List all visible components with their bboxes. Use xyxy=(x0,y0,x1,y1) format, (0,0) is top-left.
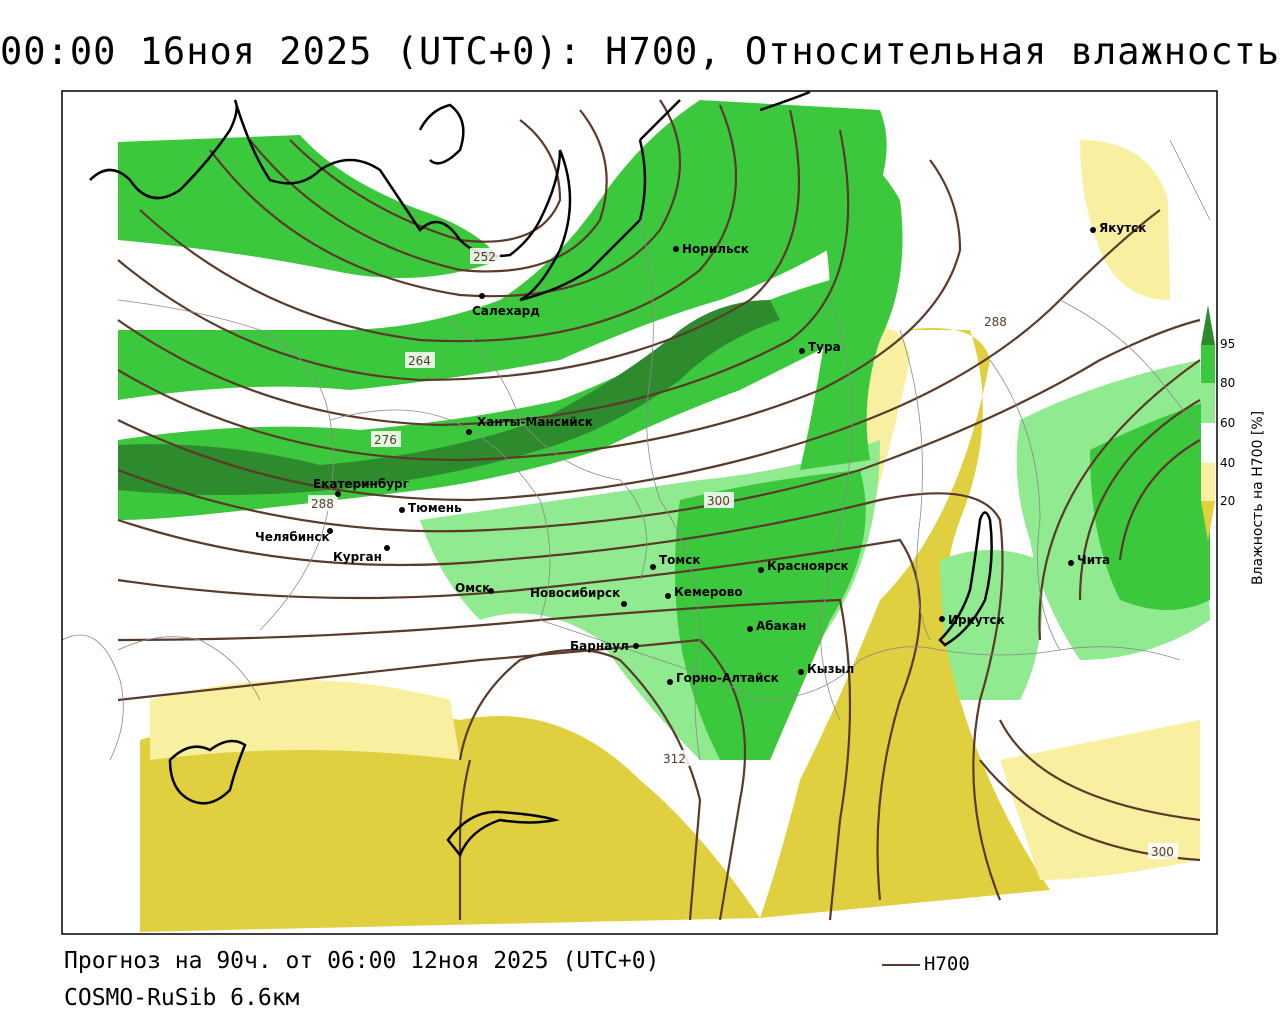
city-marker xyxy=(384,545,390,551)
caspian-sea xyxy=(168,739,247,805)
city-marker xyxy=(798,669,804,675)
isoline-label: 288 xyxy=(311,497,334,511)
city-label-omsk: Омск xyxy=(455,581,490,595)
city-marker xyxy=(758,567,764,573)
isoline-labels: 252 264 276 288 288 300 300 312 xyxy=(308,248,1178,859)
colorbar-tick-label: 95 xyxy=(1220,337,1235,351)
city-label-kurgan: Курган xyxy=(333,550,382,564)
city-marker xyxy=(1090,227,1096,233)
city-marker xyxy=(667,679,673,685)
city-marker xyxy=(799,348,805,354)
city-marker xyxy=(621,601,627,607)
city-label-krasnoyarsk: Красноярск xyxy=(767,559,849,573)
city-label-chita: Чита xyxy=(1077,553,1110,567)
city-marker xyxy=(633,643,639,649)
city-label-tyumen: Тюмень xyxy=(408,501,462,515)
city-label-abakan: Абакан xyxy=(756,619,806,633)
city-marker xyxy=(673,246,679,252)
city-label-norilsk: Норильск xyxy=(682,242,749,256)
isoline-label: 264 xyxy=(408,354,431,368)
city-label-khanty-mansiysk: Ханты-Мансийск xyxy=(477,415,593,429)
colorbar-segment xyxy=(1201,463,1215,501)
forecast-info: Прогноз на 90ч. от 06:00 12ноя 2025 (UTC… xyxy=(64,948,660,974)
isoline-label: 300 xyxy=(707,494,730,508)
colorbar-title: Влажность на H700 [%] xyxy=(1250,411,1266,585)
isoline-label: 252 xyxy=(473,250,496,264)
city-label-barnaul: Барнаул xyxy=(570,639,629,653)
city-marker xyxy=(650,564,656,570)
region-borders xyxy=(62,139,1211,761)
city-label-novosibirsk: Новосибирск xyxy=(530,586,620,600)
isoline-label: 276 xyxy=(374,433,397,447)
isoline-legend: H700 xyxy=(882,953,970,975)
city-marker xyxy=(665,593,671,599)
city-label-kemerovo: Кемерово xyxy=(674,585,743,599)
city-label-ekaterinburg: Екатеринбург xyxy=(313,477,409,491)
colorbar-tick-label: 40 xyxy=(1220,456,1235,470)
humidity-band-north xyxy=(118,100,887,400)
city-label-tura: Тура xyxy=(808,340,841,354)
model-name: COSMO-RuSib 6.6км xyxy=(64,985,300,1011)
humidity-yenisei xyxy=(675,470,866,760)
city-label-gorno-altaysk: Горно-Алтайск xyxy=(676,671,779,685)
dry-zone-south xyxy=(140,708,760,932)
colorbar-segment xyxy=(1201,345,1215,383)
colorbar-bottom-triangle xyxy=(1201,501,1215,541)
city-label-kyzyl: Кызыл xyxy=(807,662,854,676)
coastline xyxy=(89,91,993,858)
city-marker xyxy=(1068,560,1074,566)
isoline-label: 312 xyxy=(663,752,686,766)
colorbar-tick-label: 80 xyxy=(1220,376,1235,390)
colorbar: 95 80 60 40 20 Влажность на H700 [%] xyxy=(1201,305,1266,585)
isoline-swatch xyxy=(882,963,920,966)
colorbar-segment xyxy=(1201,383,1215,423)
dry-zone-central xyxy=(760,328,1050,918)
city-label-irkutsk: Иркутск xyxy=(948,613,1005,627)
humidity-field xyxy=(62,91,1211,932)
cities: Якутск Норильск Салехард Тура Ханты-Манс… xyxy=(255,221,1146,685)
colorbar-tick-label: 20 xyxy=(1220,494,1235,508)
balkhash-lake xyxy=(446,810,560,858)
baikal-lake xyxy=(938,511,993,647)
map-frame xyxy=(61,90,1218,935)
city-marker xyxy=(335,491,341,497)
page-title: 00:00 16ноя 2025 (UTC+0): H700, Относите… xyxy=(0,30,1280,73)
city-marker xyxy=(747,626,753,632)
city-marker xyxy=(466,429,472,435)
city-marker xyxy=(327,528,333,534)
colorbar-top-triangle xyxy=(1201,305,1215,345)
city-label-yakutsk: Якутск xyxy=(1099,221,1146,235)
isoline-label: 300 xyxy=(1151,845,1174,859)
h700-isolines xyxy=(117,99,1201,921)
city-marker xyxy=(939,616,945,622)
colorbar-tick-label: 60 xyxy=(1220,416,1235,430)
colorbar-segment xyxy=(1201,423,1215,463)
isoline-label: 288 xyxy=(984,315,1007,329)
city-marker xyxy=(488,588,494,594)
isoline-legend-label: H700 xyxy=(924,953,970,975)
city-label-chelyabinsk: Челябинск xyxy=(255,530,330,544)
city-label-tomsk: Томск xyxy=(659,553,701,567)
city-label-salekhard: Салехард xyxy=(472,304,540,318)
city-marker xyxy=(479,293,485,299)
city-marker xyxy=(399,507,405,513)
